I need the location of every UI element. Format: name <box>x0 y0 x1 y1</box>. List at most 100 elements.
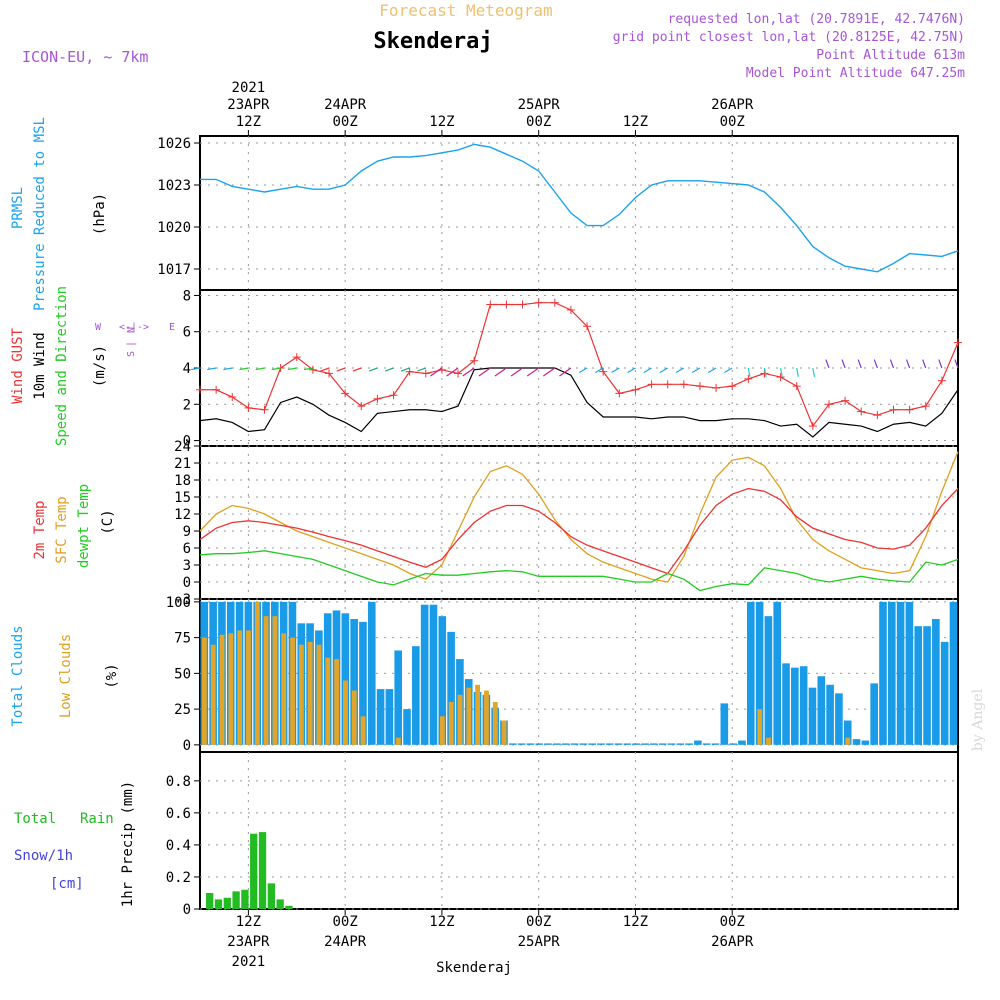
wind-arrow <box>889 359 895 369</box>
y-tick-label: 18 <box>174 473 191 489</box>
wind-arrow <box>336 367 346 372</box>
x-tick-label-bottom: 26APR <box>711 934 754 950</box>
x-tick-label-top: 00Z <box>333 114 358 130</box>
gust-line <box>200 302 959 428</box>
pressure-line <box>200 143 959 273</box>
total-cloud-bar <box>658 743 667 745</box>
chart-title: Forecast Meteogram <box>379 1 552 20</box>
wind-arrow <box>384 367 394 372</box>
low-cloud-bar <box>316 644 322 745</box>
total-cloud-bar <box>579 743 588 745</box>
rain-bar <box>232 891 240 909</box>
wind-arrow <box>578 367 588 374</box>
wind-arrow <box>462 367 475 377</box>
total-cloud-bar <box>799 666 808 745</box>
wind-arrow <box>255 367 265 371</box>
low-cloud-bar <box>766 737 771 745</box>
total-cloud-bar <box>676 743 685 745</box>
x-tick-label-top: 26APR <box>711 97 754 113</box>
footer-location: Skenderaj <box>436 960 512 976</box>
total-cloud-bar <box>376 689 385 745</box>
total-cloud-bar <box>764 616 773 745</box>
y-tick-label: -3 <box>174 592 191 608</box>
total-cloud-bar <box>341 613 350 745</box>
y-tick-label: 0 <box>183 902 191 918</box>
wind-arrow <box>691 367 701 374</box>
x-tick-label-bottom: 12Z <box>623 914 648 930</box>
wind-speed-line <box>199 367 959 438</box>
total-cloud-bar <box>447 631 455 745</box>
wind-arrow <box>796 367 799 377</box>
total-cloud-bar <box>420 604 429 745</box>
wind-dir-label: Speed and Direction <box>54 286 70 446</box>
wind-arrow <box>873 359 878 369</box>
snow-label: Snow/1h <box>14 848 73 864</box>
svg-text:E: E <box>169 322 175 333</box>
hpa-unit: (hPa) <box>92 193 108 235</box>
wind-arrow <box>675 367 685 374</box>
low-cloud-bar <box>272 616 278 745</box>
x-tick-label-bottom: 23APR <box>227 934 270 950</box>
x-tick-label-top: 12Z <box>623 114 648 130</box>
y-tick-label: 0.4 <box>166 838 191 854</box>
y-tick-label: 25 <box>174 702 191 718</box>
wind-label: 10m Wind <box>32 332 48 399</box>
total-cloud-bar <box>526 743 535 745</box>
gust-label: Wind GUST <box>10 328 26 404</box>
total-cloud-bar <box>403 709 411 745</box>
wind-arrow <box>542 367 556 377</box>
y-tick-label: 6 <box>183 325 191 341</box>
wind-arrow <box>611 367 620 374</box>
low-cloud-bar <box>254 601 260 745</box>
rain-bar <box>250 833 258 909</box>
total-cloud-bar <box>914 626 923 745</box>
total-cloud-bar <box>870 683 878 745</box>
rain-label: Rain <box>80 811 114 827</box>
y-tick-label: 100 <box>166 595 191 611</box>
rain-bar <box>223 897 231 909</box>
wind-arrow <box>954 359 959 369</box>
total-cloud-bar <box>940 641 949 745</box>
wind-arrow <box>812 367 816 377</box>
location-title: Skenderaj <box>373 29 492 54</box>
total-cloud-bar <box>746 601 755 745</box>
panel3-labels: 2m Temp SFC Temp dewpt Temp (C) <box>32 484 116 568</box>
wind-arrow <box>857 359 862 369</box>
total-cloud-bar <box>597 743 605 745</box>
x-tick-label-top: 12Z <box>429 114 454 130</box>
total-cloud-bar <box>385 689 394 745</box>
y-tick-label: 12 <box>174 507 191 523</box>
total-cloud-bar <box>561 743 570 745</box>
wind-arrow <box>223 367 233 371</box>
low-cloud-bar <box>202 637 207 745</box>
y-tick-label: 4 <box>183 361 191 377</box>
total-cloud-bar <box>932 619 940 745</box>
x-tick-label-top: 2021 <box>232 80 266 96</box>
dewpt-label: dewpt Temp <box>76 484 92 568</box>
y-tick-label: 2 <box>183 397 191 413</box>
low-cloud-bar <box>334 659 340 745</box>
wind-arrow <box>430 367 443 377</box>
model-label: ICON-EU, ~ 7km <box>22 48 148 66</box>
rain-bar <box>258 832 267 909</box>
rain-bar <box>276 899 284 909</box>
y-tick-label: 0.2 <box>166 870 191 886</box>
total-cloud-bar <box>508 743 517 745</box>
low-cloud-bar <box>360 716 366 745</box>
x-tick-label-bottom: 00Z <box>526 914 551 930</box>
total-cloud-bar <box>667 743 676 745</box>
wind-arrow <box>303 367 313 371</box>
total-cloud-bar <box>817 676 826 745</box>
low-cloud-bar <box>466 687 472 745</box>
total-cloud-bar <box>641 743 649 745</box>
y-tick-label: 15 <box>174 490 191 506</box>
y-tick-label: 0 <box>183 738 191 754</box>
c-unit: (C) <box>100 509 116 534</box>
gridpoint-coords: grid point closest lon,lat (20.8125E, 42… <box>613 30 965 45</box>
low-cloud-bar <box>263 616 269 745</box>
wind-arrow <box>707 367 717 374</box>
low-cloud-bar <box>246 630 251 745</box>
t2m-label: 2m Temp <box>32 500 48 559</box>
total-cloud-bar <box>605 743 614 745</box>
wind-arrow <box>643 367 652 374</box>
